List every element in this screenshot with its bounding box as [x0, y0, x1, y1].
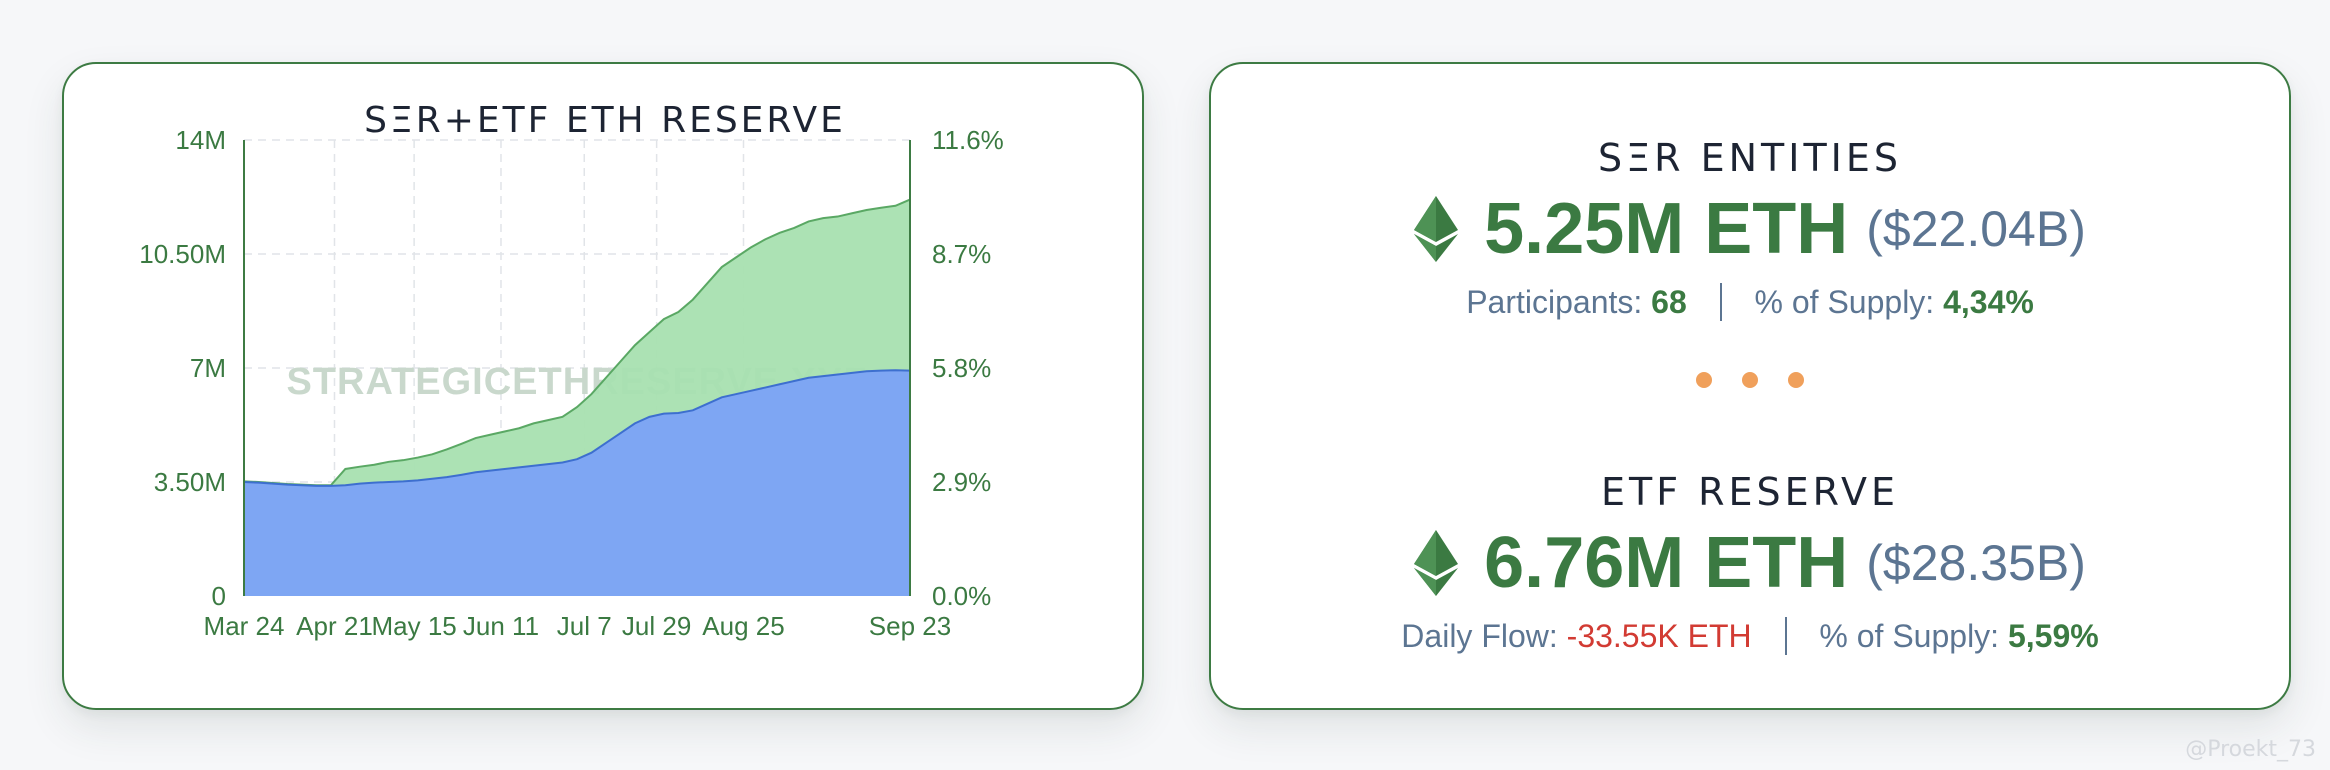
y-right-tick-label: 8.7%: [932, 239, 991, 269]
dot: [1696, 372, 1712, 388]
ser-supply-label: % of Supply:: [1754, 284, 1935, 320]
y-left-tick-label: 10.50M: [139, 239, 226, 269]
y-left-tick-label: 14M: [175, 125, 226, 155]
y-left-tick-label: 7M: [190, 353, 226, 383]
participants-label: Participants:: [1466, 284, 1643, 320]
x-tick-label: Mar 24: [204, 611, 285, 641]
etf-amount: 6.76M ETH: [1484, 523, 1849, 603]
y-left-tick-label: 0: [212, 581, 226, 611]
x-tick-label: Jul 7: [557, 611, 612, 641]
x-tick-label: Sep 23: [869, 611, 951, 641]
ethereum-icon: [1414, 196, 1459, 262]
credit-watermark: @Proekt_73: [2185, 737, 2316, 762]
divider: [1784, 616, 1787, 655]
etf-stats: Daily Flow: -33.55K ETH % of Supply: 5,5…: [1211, 616, 2289, 658]
y-right-tick-label: 5.8%: [932, 353, 991, 383]
ethereum-icon: [1414, 530, 1459, 596]
y-right-tick-label: 11.6%: [932, 125, 1004, 155]
dot: [1788, 372, 1804, 388]
etf-supply-label: % of Supply:: [1819, 618, 2000, 654]
ellipsis-separator: [1211, 372, 2289, 388]
ser-amount: 5.25M ETH: [1484, 189, 1849, 269]
x-tick-label: Jun 11: [463, 611, 539, 641]
divider: [1719, 282, 1722, 321]
x-tick-label: Aug 25: [702, 611, 784, 641]
ser-section: SΞR ENTITIES 5.25M ETH ($22.04B) Partici…: [1211, 136, 2289, 324]
y-left-tick-label: 3.50M: [154, 467, 226, 497]
etf-supply-value: 5,59%: [2007, 618, 2099, 654]
chart-title: SΞR+ETF ETH RESERVE: [364, 100, 846, 141]
participants-value: 68: [1651, 284, 1687, 320]
x-tick-label: Jul 29: [622, 611, 691, 641]
daily-flow-label: Daily Flow:: [1401, 618, 1558, 654]
y-right-tick-label: 2.9%: [932, 467, 991, 497]
ser-stats: Participants: 68 % of Supply: 4,34%: [1211, 282, 2289, 324]
ser-usd: ($22.04B): [1866, 201, 2086, 257]
ser-area: [244, 370, 910, 596]
ser-title: SΞR ENTITIES: [1597, 136, 1903, 180]
etf-title: ETF RESERVE: [1600, 470, 1900, 514]
etf-usd: ($28.35B): [1866, 535, 2086, 591]
ser-supply-value: 4,34%: [1943, 284, 2034, 320]
stats-card: SΞR ENTITIES 5.25M ETH ($22.04B) Partici…: [1209, 62, 2291, 710]
chart-card: STRATEGICETHRESERVE.XYZ SΞR+ETF ETH RESER…: [62, 62, 1144, 710]
etf-section: ETF RESERVE 6.76M ETH ($28.35B) Daily Fl…: [1211, 470, 2289, 658]
y-right-tick-label: 0.0%: [932, 581, 991, 611]
ser-line: [243, 369, 911, 487]
etf-area: [244, 199, 910, 486]
x-tick-label: May 15: [371, 611, 456, 641]
daily-flow-value: -33.55K ETH: [1566, 618, 1752, 654]
dot: [1742, 372, 1758, 388]
etf-line: [243, 198, 911, 487]
x-tick-label: Apr 21: [296, 611, 373, 641]
